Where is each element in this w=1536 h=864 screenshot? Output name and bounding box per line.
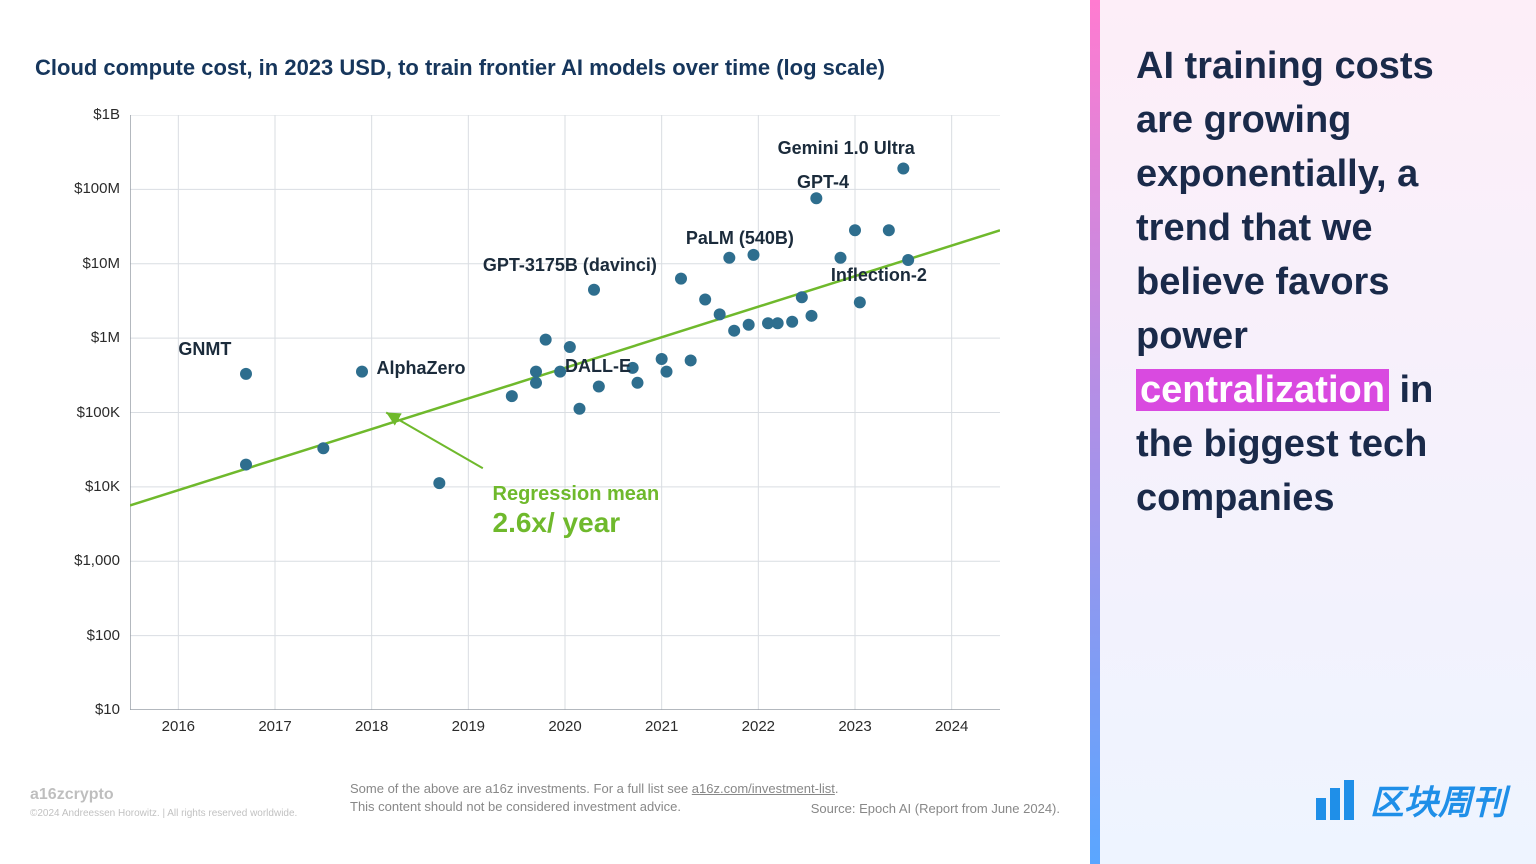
y-tick-label: $1,000 (50, 552, 120, 569)
chart-panel: Cloud compute cost, in 2023 USD, to trai… (0, 0, 1090, 864)
slide: Cloud compute cost, in 2023 USD, to trai… (0, 0, 1536, 864)
data-point-label: Inflection-2 (831, 265, 927, 286)
disclaimer-text-3: This content should not be considered in… (350, 799, 681, 814)
x-tick-label: 2023 (825, 718, 885, 735)
claim-highlight: centralization (1136, 369, 1389, 411)
data-point-label: GPT-3175B (davinci) (483, 255, 657, 276)
y-tick-label: $1B (50, 106, 120, 123)
claim-text: AI training costs are growing exponentia… (1136, 40, 1500, 526)
data-point-label: GNMT (178, 339, 231, 360)
claim-part-1: AI training costs are growing exponentia… (1136, 45, 1434, 357)
regression-label: Regression mean (493, 483, 660, 506)
data-point-label: AlphaZero (377, 358, 466, 379)
x-tick-label: 2017 (245, 718, 305, 735)
data-point-label: DALL-E (565, 356, 631, 377)
data-point-label: PaLM (540B) (686, 228, 794, 249)
regression-slope: 2.6x/ year (493, 507, 621, 539)
footer-brand: a16zcrypto (30, 786, 114, 804)
chart-title: Cloud compute cost, in 2023 USD, to trai… (35, 55, 885, 81)
brand-logo: 区块周刊 (1314, 775, 1506, 824)
x-tick-label: 2020 (535, 718, 595, 735)
y-tick-label: $10 (50, 701, 120, 718)
y-tick-label: $100M (50, 180, 120, 197)
data-point-label: GPT-4 (797, 172, 849, 193)
footer-source: Source: Epoch AI (Report from June 2024)… (811, 801, 1060, 816)
brand-text: 区块周刊 (1370, 775, 1506, 824)
disclaimer-link[interactable]: a16z.com/investment-list (692, 781, 835, 796)
x-tick-label: 2018 (342, 718, 402, 735)
footer-copyright: ©2024 Andreessen Horowitz. | All rights … (30, 808, 297, 819)
y-tick-label: $10M (50, 255, 120, 272)
bars-icon (1314, 780, 1362, 820)
disclaimer-text-2: . (835, 781, 839, 796)
x-tick-label: 2022 (728, 718, 788, 735)
x-tick-label: 2024 (922, 718, 982, 735)
footer-disclaimer: Some of the above are a16z investments. … (350, 780, 838, 816)
disclaimer-text-1: Some of the above are a16z investments. … (350, 781, 692, 796)
y-tick-label: $100K (50, 404, 120, 421)
y-tick-label: $10K (50, 478, 120, 495)
x-tick-label: 2021 (632, 718, 692, 735)
claim-panel: AI training costs are growing exponentia… (1100, 0, 1536, 864)
y-tick-label: $1M (50, 329, 120, 346)
data-point-label: Gemini 1.0 Ultra (778, 138, 915, 159)
y-tick-label: $100 (50, 627, 120, 644)
vertical-divider (1090, 0, 1100, 864)
x-tick-label: 2019 (438, 718, 498, 735)
chart-plot-area: $10$100$1,000$10K$100K$1M$10M$100M$1B201… (130, 115, 1000, 710)
x-tick-label: 2016 (148, 718, 208, 735)
